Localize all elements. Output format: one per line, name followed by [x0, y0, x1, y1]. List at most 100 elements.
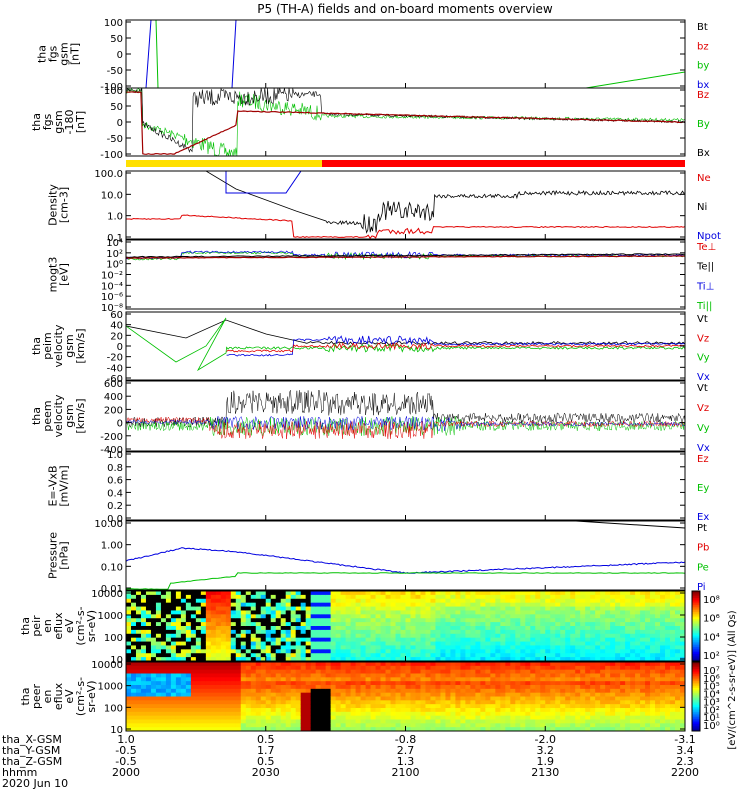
spectrogram-cell: [220, 591, 227, 596]
spectrogram-cell: [235, 711, 242, 717]
spectrogram-cell: [470, 727, 476, 731]
spectrogram-cell: [330, 665, 337, 671]
colorbar-tick: 10⁵: [703, 682, 720, 693]
spectrogram-cell: [475, 610, 481, 615]
spectrogram-cell: [580, 653, 586, 658]
spectrogram-cell: [565, 645, 571, 650]
spectrogram-cell: [530, 594, 536, 600]
y-tick-label: 20: [110, 331, 123, 342]
spectrogram-cell: [490, 692, 496, 697]
colorbar-cell: [692, 603, 700, 606]
spectrogram-cell: [470, 665, 476, 671]
spectrogram-cell: [560, 665, 566, 671]
spectrogram-cell: [195, 610, 202, 615]
spectrogram-cell: [335, 641, 342, 646]
spectrogram-cell: [445, 645, 451, 650]
spectrogram-cell: [410, 629, 416, 635]
spectrogram-cell: [655, 602, 661, 607]
spectrogram-cell: [450, 708, 456, 713]
spectrogram-cell: [345, 677, 351, 682]
spectrogram-cell: [520, 657, 526, 661]
spectrogram-cell: [495, 662, 501, 667]
spectrogram-cell: [660, 704, 666, 709]
spectrogram-cell: [560, 696, 566, 701]
spectrogram-cell: [540, 641, 546, 646]
spectrogram-cell: [425, 618, 431, 623]
spectrogram-cell: [645, 685, 651, 690]
spectrogram-cell: [680, 685, 685, 690]
legend-vz: Vz: [697, 403, 709, 414]
spectrogram-cell: [535, 715, 541, 720]
spectrogram-cell: [130, 633, 137, 639]
spectrogram-cell: [215, 688, 222, 694]
colorbar-tick: 10⁶: [703, 614, 720, 625]
spectrogram-cell: [180, 637, 187, 642]
spectrogram-cell: [605, 681, 611, 686]
spectrogram-cell: [285, 606, 292, 611]
spectrogram-cell: [565, 602, 571, 607]
spectrogram-cell: [465, 669, 471, 674]
spectrogram-cell: [620, 688, 626, 694]
spectrogram-cell: [270, 700, 277, 705]
spectrogram-cell: [640, 602, 646, 607]
spectrogram-cell: [455, 657, 461, 661]
spectrogram-cell: [205, 708, 212, 713]
spectrogram-cell: [355, 662, 361, 667]
spectrogram-cell: [310, 598, 317, 604]
spectrogram-cell: [575, 598, 581, 604]
spectrogram-cell: [140, 657, 147, 661]
spectrogram-cell: [395, 685, 401, 690]
spectrogram-cell: [310, 727, 317, 731]
spectrogram-cell: [130, 688, 137, 694]
spectrogram-cell: [515, 688, 521, 694]
spectrogram-cell: [630, 649, 636, 654]
spectrogram-cell: [465, 641, 471, 646]
spectrogram-cell: [525, 708, 531, 713]
spectrogram-cell: [680, 692, 685, 697]
spectrogram-cell: [325, 633, 332, 639]
spectrogram-cell: [155, 681, 162, 686]
spectrogram-cell: [610, 610, 616, 615]
spectrogram-cell: [480, 696, 486, 701]
spectrogram-cell: [495, 677, 501, 682]
spectrogram-cell: [600, 700, 606, 705]
spectrogram-cell: [310, 610, 317, 615]
spectrogram-cell: [255, 688, 262, 694]
spectrogram-cell: [455, 715, 461, 720]
spectrogram-cell: [500, 677, 506, 682]
spectrogram-cell: [590, 598, 596, 604]
spectrogram-cell: [270, 673, 277, 678]
spectrogram-cell: [295, 637, 302, 642]
spectrogram-cell: [655, 719, 661, 724]
spectrogram-cell: [305, 662, 312, 667]
spectrogram-cell: [325, 653, 332, 658]
spectrogram-cell: [530, 719, 536, 724]
spectrogram-cell: [360, 626, 366, 631]
spectrogram-cell: [555, 715, 561, 720]
spectrogram-cell: [440, 715, 446, 720]
spectrogram-cell: [126, 649, 132, 654]
spectrogram-cell: [485, 610, 491, 615]
spectrogram-cell: [555, 665, 561, 671]
spectrogram-cell: [305, 645, 312, 650]
spectrogram-cell: [400, 602, 406, 607]
spectrogram-cell: [625, 685, 631, 690]
spectrogram-cell: [135, 618, 142, 623]
spectrogram-cell: [365, 641, 371, 646]
spectrogram-cell: [205, 665, 212, 671]
spectrogram-cell: [385, 594, 391, 600]
spectrogram-cell: [255, 700, 262, 705]
spectrogram-cell: [250, 629, 257, 635]
spectrogram-cell: [255, 610, 262, 615]
spectrogram-cell: [420, 653, 426, 658]
colorbar-cell: [692, 640, 700, 643]
spectrogram-cell: [235, 622, 242, 627]
spectrogram-cell: [360, 727, 366, 731]
spectrogram-cell: [600, 629, 606, 635]
spectrogram-cell: [335, 685, 342, 690]
series-Vx: [126, 415, 685, 432]
spectrogram-cell: [126, 633, 132, 639]
spectrogram-cell: [210, 653, 217, 658]
spectrogram-cell: [635, 685, 641, 690]
spectrogram-cell: [145, 688, 152, 694]
